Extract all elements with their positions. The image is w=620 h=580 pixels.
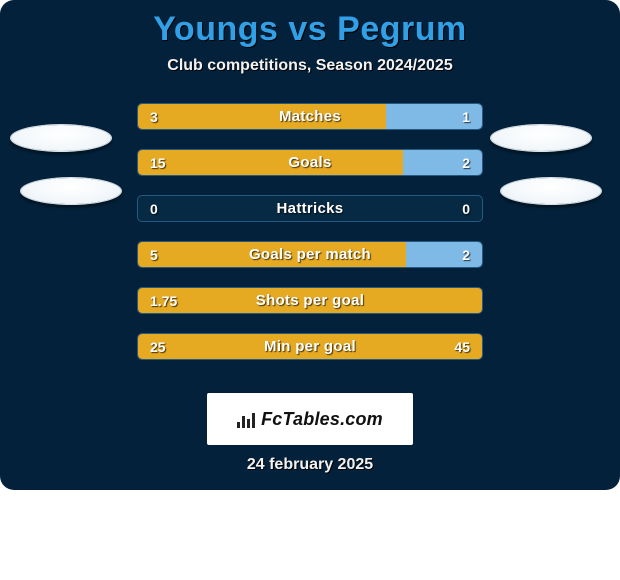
logo-bars-icon (237, 410, 257, 428)
stat-value-left: 0 (150, 196, 158, 221)
logo-text: FcTables.com (261, 409, 383, 430)
stat-value-left: 25 (150, 334, 166, 359)
stat-value-right: 2 (462, 150, 470, 175)
stat-bar-track: Shots per goal1.75 (137, 287, 483, 314)
stat-value-left: 1.75 (150, 288, 177, 313)
stat-row: Min per goal25 45 (137, 333, 483, 360)
stat-row: Hattricks0 0 (137, 195, 483, 222)
stat-label: Matches (138, 104, 482, 129)
stat-row: Matches3 1 (137, 103, 483, 130)
stat-row: Goals per match5 2 (137, 241, 483, 268)
stat-bar-track: Matches3 1 (137, 103, 483, 130)
player-b-name: Pegrum (337, 10, 467, 48)
comparison-date: 24 february 2025 (0, 456, 620, 474)
title-separator: vs (288, 10, 327, 48)
decorative-ellipse (500, 177, 602, 205)
stat-label: Shots per goal (138, 288, 482, 313)
comparison-card: Youngs vs Pegrum Club competitions, Seas… (0, 0, 620, 490)
stat-value-left: 5 (150, 242, 158, 267)
stat-row: Goals15 2 (137, 149, 483, 176)
stat-label: Goals (138, 150, 482, 175)
fctables-logo: FcTables.com (207, 393, 413, 445)
stat-value-right: 1 (462, 104, 470, 129)
decorative-ellipse (20, 177, 122, 205)
stat-value-left: 15 (150, 150, 166, 175)
stat-bar-track: Hattricks0 0 (137, 195, 483, 222)
stat-bar-track: Goals per match5 2 (137, 241, 483, 268)
stat-value-right: 45 (454, 334, 470, 359)
player-a-name: Youngs (153, 10, 278, 48)
stat-value-right: 0 (462, 196, 470, 221)
comparison-title: Youngs vs Pegrum (0, 10, 620, 49)
stat-value-right: 2 (462, 242, 470, 267)
stat-row: Shots per goal1.75 (137, 287, 483, 314)
stat-label: Hattricks (138, 196, 482, 221)
stat-bar-track: Min per goal25 45 (137, 333, 483, 360)
stat-value-left: 3 (150, 104, 158, 129)
comparison-subtitle: Club competitions, Season 2024/2025 (0, 57, 620, 75)
decorative-ellipse (490, 124, 592, 152)
stat-label: Goals per match (138, 242, 482, 267)
decorative-ellipse (10, 124, 112, 152)
stat-bar-track: Goals15 2 (137, 149, 483, 176)
stat-label: Min per goal (138, 334, 482, 359)
